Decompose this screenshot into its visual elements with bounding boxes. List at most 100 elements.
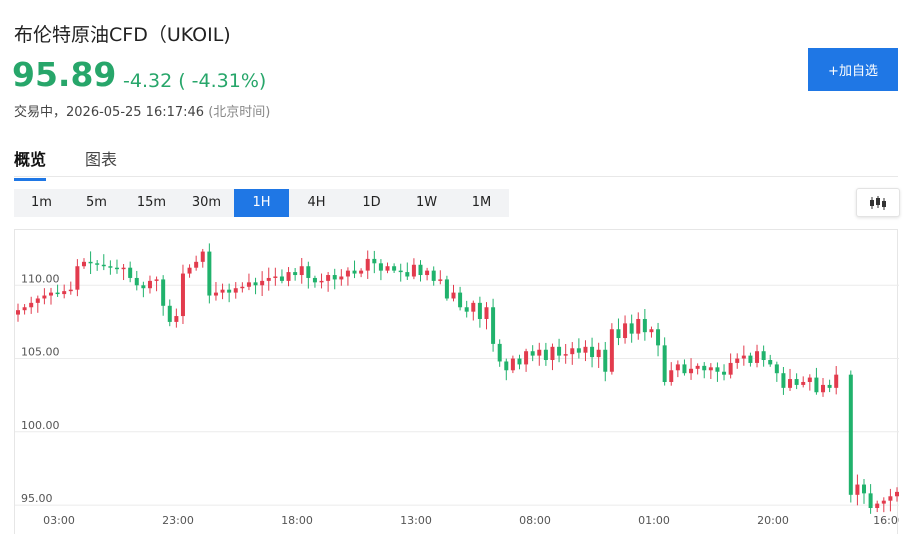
candle-body <box>312 277 317 283</box>
candle-body <box>774 364 779 374</box>
candle-body <box>662 345 667 382</box>
interval-4h[interactable]: 4H <box>307 195 326 210</box>
candle-body <box>748 355 753 363</box>
candle-body <box>563 354 568 356</box>
candle-body <box>530 351 535 356</box>
price-change: -4.32 ( -4.31%) <box>123 70 267 92</box>
interval-30m[interactable]: 30m <box>191 195 222 210</box>
candle-body <box>128 267 133 278</box>
candle-body <box>464 307 469 312</box>
candle-body <box>669 370 674 382</box>
candle-body <box>55 292 60 295</box>
candle-body <box>161 279 166 306</box>
candle-body <box>550 346 555 361</box>
status-text: 交易中，2026-05-25 16:17:46 <box>14 105 205 120</box>
candle-body <box>722 371 727 375</box>
candle-body <box>326 275 331 281</box>
candle-body <box>147 280 152 289</box>
tab-overview[interactable]: 概览 <box>14 146 47 181</box>
candle-body <box>392 266 397 271</box>
interval-1d[interactable]: 1D <box>362 195 381 210</box>
chart-type-button[interactable] <box>856 188 900 217</box>
candle-body <box>154 279 159 281</box>
candle-body <box>543 349 548 361</box>
candle-body <box>81 261 86 267</box>
candle-body <box>273 276 278 278</box>
candle-body <box>755 351 760 363</box>
interval-5m[interactable]: 5m <box>86 195 107 210</box>
candle-body <box>788 379 793 388</box>
y-tick-label: 95.00 <box>21 492 53 505</box>
candle-body <box>233 288 238 293</box>
candle-body <box>352 270 357 274</box>
interval-1h[interactable]: 1H <box>234 189 289 217</box>
candle-body <box>603 349 608 372</box>
candle-body <box>636 318 641 334</box>
candle-body <box>220 289 225 293</box>
candle-body <box>167 305 172 322</box>
y-tick-label: 105.00 <box>21 346 60 359</box>
x-tick-label: 08:00 <box>519 514 551 527</box>
interval-1m[interactable]: 1m <box>31 195 52 210</box>
candle-body <box>365 258 370 271</box>
candle-body <box>385 266 390 271</box>
candle-body <box>411 264 416 277</box>
candle-body <box>821 384 826 393</box>
candle-body <box>266 277 271 281</box>
candle-body <box>702 365 707 371</box>
candle-body <box>438 279 443 281</box>
price-chart[interactable]: 95.00 100.00 105.00 110.00 03:00 23:00 18:00 13… <box>14 229 899 535</box>
candle-body <box>557 346 562 356</box>
interval-selector: 1m 5m 15m 30m 1H 4H 1D 1W 1M <box>14 189 509 217</box>
interval-15m[interactable]: 15m <box>136 195 167 210</box>
add-watchlist-button[interactable]: +加自选 <box>808 48 898 91</box>
candle-body <box>207 251 212 296</box>
candle-body <box>868 493 873 508</box>
candle-body <box>68 289 73 292</box>
candle-body <box>246 282 251 287</box>
tab-chart[interactable]: 图表 <box>85 150 118 169</box>
candle-body <box>200 251 205 262</box>
candle-body <box>108 266 113 268</box>
candle-body <box>187 267 192 274</box>
interval-1mo[interactable]: 1M <box>471 195 492 210</box>
candle-body <box>134 277 139 286</box>
timezone-label: (北京时间) <box>208 105 271 120</box>
candle-body <box>708 367 713 371</box>
candle-body <box>675 364 680 371</box>
candle-body <box>227 289 232 293</box>
y-tick-label: 110.00 <box>21 272 60 285</box>
candle-body <box>35 298 40 303</box>
candle-body <box>48 292 53 296</box>
candle-body <box>22 307 27 311</box>
candle-body <box>444 279 449 299</box>
candle-body <box>491 307 496 344</box>
candle-body <box>418 264 423 276</box>
y-tick-label: 100.00 <box>21 419 60 432</box>
candle-body <box>16 310 20 315</box>
candle-body <box>398 270 403 273</box>
candle-body <box>378 263 383 271</box>
candle-body <box>629 323 634 334</box>
candlestick-chart[interactable]: 95.00 100.00 105.00 110.00 03:00 23:00 18:00 13… <box>15 230 899 535</box>
candle-body <box>875 503 880 508</box>
candle-body <box>497 343 502 362</box>
candle-body <box>517 358 522 365</box>
candle-body <box>848 374 853 495</box>
candlestick-icon <box>870 195 886 210</box>
candle-body <box>862 484 867 494</box>
candle-body <box>801 381 806 385</box>
candle-body <box>29 302 34 308</box>
candle-body <box>477 302 482 319</box>
candle-body <box>88 261 93 264</box>
candle-body <box>114 267 119 270</box>
candle-body <box>180 273 185 317</box>
interval-1w[interactable]: 1W <box>415 195 438 210</box>
candle-body <box>596 349 601 358</box>
candle-body <box>570 348 575 355</box>
candle-body <box>75 266 80 290</box>
candle-body <box>524 351 529 365</box>
candle-body <box>583 346 588 353</box>
candle-body <box>761 351 766 361</box>
candle-body <box>881 500 886 504</box>
